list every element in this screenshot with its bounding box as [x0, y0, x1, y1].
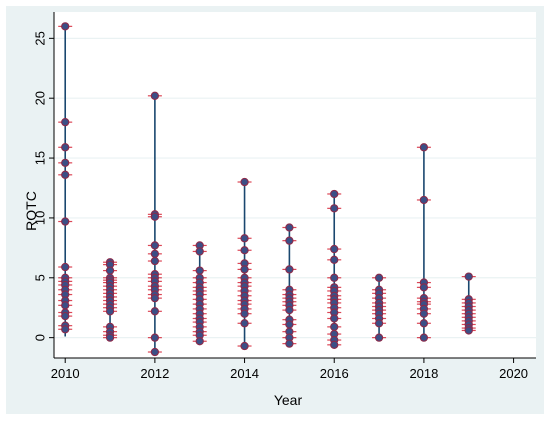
- data-point: [419, 283, 429, 292]
- data-point: [61, 170, 70, 179]
- data-point: [195, 247, 204, 256]
- data-point: [330, 204, 339, 213]
- data-point: [419, 319, 429, 328]
- data-point: [105, 307, 115, 316]
- y-tick-label: 0: [33, 334, 48, 341]
- data-point: [240, 234, 249, 243]
- data-point: [330, 255, 339, 264]
- data-point: [330, 189, 339, 199]
- data-point: [150, 212, 160, 221]
- data-point: [61, 143, 70, 152]
- data-point: [150, 333, 160, 342]
- data-point: [419, 333, 429, 342]
- y-tick-label: 5: [33, 274, 48, 281]
- plot-area: [54, 12, 536, 358]
- x-tick-label: 2018: [409, 366, 438, 381]
- data-point: [240, 265, 249, 274]
- data-point: [285, 265, 294, 274]
- data-point: [285, 339, 294, 348]
- data-point: [61, 301, 70, 310]
- data-point: [61, 325, 70, 334]
- data-point: [61, 158, 70, 168]
- data-point: [61, 22, 70, 31]
- y-tick-label: 15: [33, 151, 48, 165]
- data-point: [150, 256, 160, 266]
- data-point: [285, 320, 294, 329]
- plot-background: [54, 12, 536, 358]
- chart-frame: 0 5 10 15 20 25 2010 2012 2014 2016 2018 2020 Year …: [6, 6, 544, 414]
- data-point: [419, 195, 429, 205]
- data-point: [61, 117, 70, 127]
- data-point: [330, 322, 339, 332]
- data-point: [150, 293, 160, 303]
- data-point: [150, 307, 160, 316]
- x-tick-label: 2012: [140, 366, 169, 381]
- data-point: [464, 272, 473, 281]
- y-tick-label: 10: [33, 211, 48, 225]
- data-point: [464, 326, 473, 335]
- data-point: [105, 333, 115, 342]
- x-tick-label: 2016: [320, 366, 349, 381]
- data-point: [61, 217, 70, 226]
- data-point: [330, 314, 339, 323]
- data-point: [195, 266, 204, 275]
- data-point: [285, 236, 294, 245]
- y-axis-label: ROTC: [23, 191, 39, 231]
- data-point: [240, 319, 249, 328]
- data-point: [330, 273, 339, 282]
- data-point: [419, 309, 429, 318]
- data-point: [150, 249, 160, 258]
- data-point: [61, 262, 70, 272]
- y-tick-label: 25: [33, 31, 48, 45]
- data-point: [285, 305, 294, 315]
- data-point: [150, 241, 160, 250]
- data-point: [150, 347, 160, 357]
- data-point: [195, 337, 204, 346]
- gridlines: [54, 37, 536, 339]
- data-point: [240, 246, 249, 255]
- tick-labels: 0 5 10 15 20 25 2010 2012 2014 2016 2018 2020: [33, 31, 528, 381]
- data-point: [419, 143, 429, 152]
- data-point: [150, 91, 160, 100]
- y-tick-label: 20: [33, 91, 48, 105]
- data-point: [240, 309, 249, 318]
- data-point: [330, 340, 339, 349]
- data-markers: [58, 22, 476, 357]
- data-point: [285, 223, 294, 232]
- x-tick-label: 2010: [51, 366, 80, 381]
- data-point: [374, 319, 384, 328]
- data-point: [105, 266, 115, 275]
- x-tick-label: 2020: [499, 366, 528, 381]
- data-point: [240, 341, 249, 351]
- data-point: [330, 244, 339, 254]
- data-point: [374, 273, 384, 282]
- data-point: [61, 311, 70, 321]
- x-axis-label: Year: [274, 392, 303, 408]
- data-point: [374, 333, 384, 342]
- data-point: [240, 177, 249, 187]
- x-tick-label: 2014: [230, 366, 259, 381]
- axes: [49, 12, 536, 363]
